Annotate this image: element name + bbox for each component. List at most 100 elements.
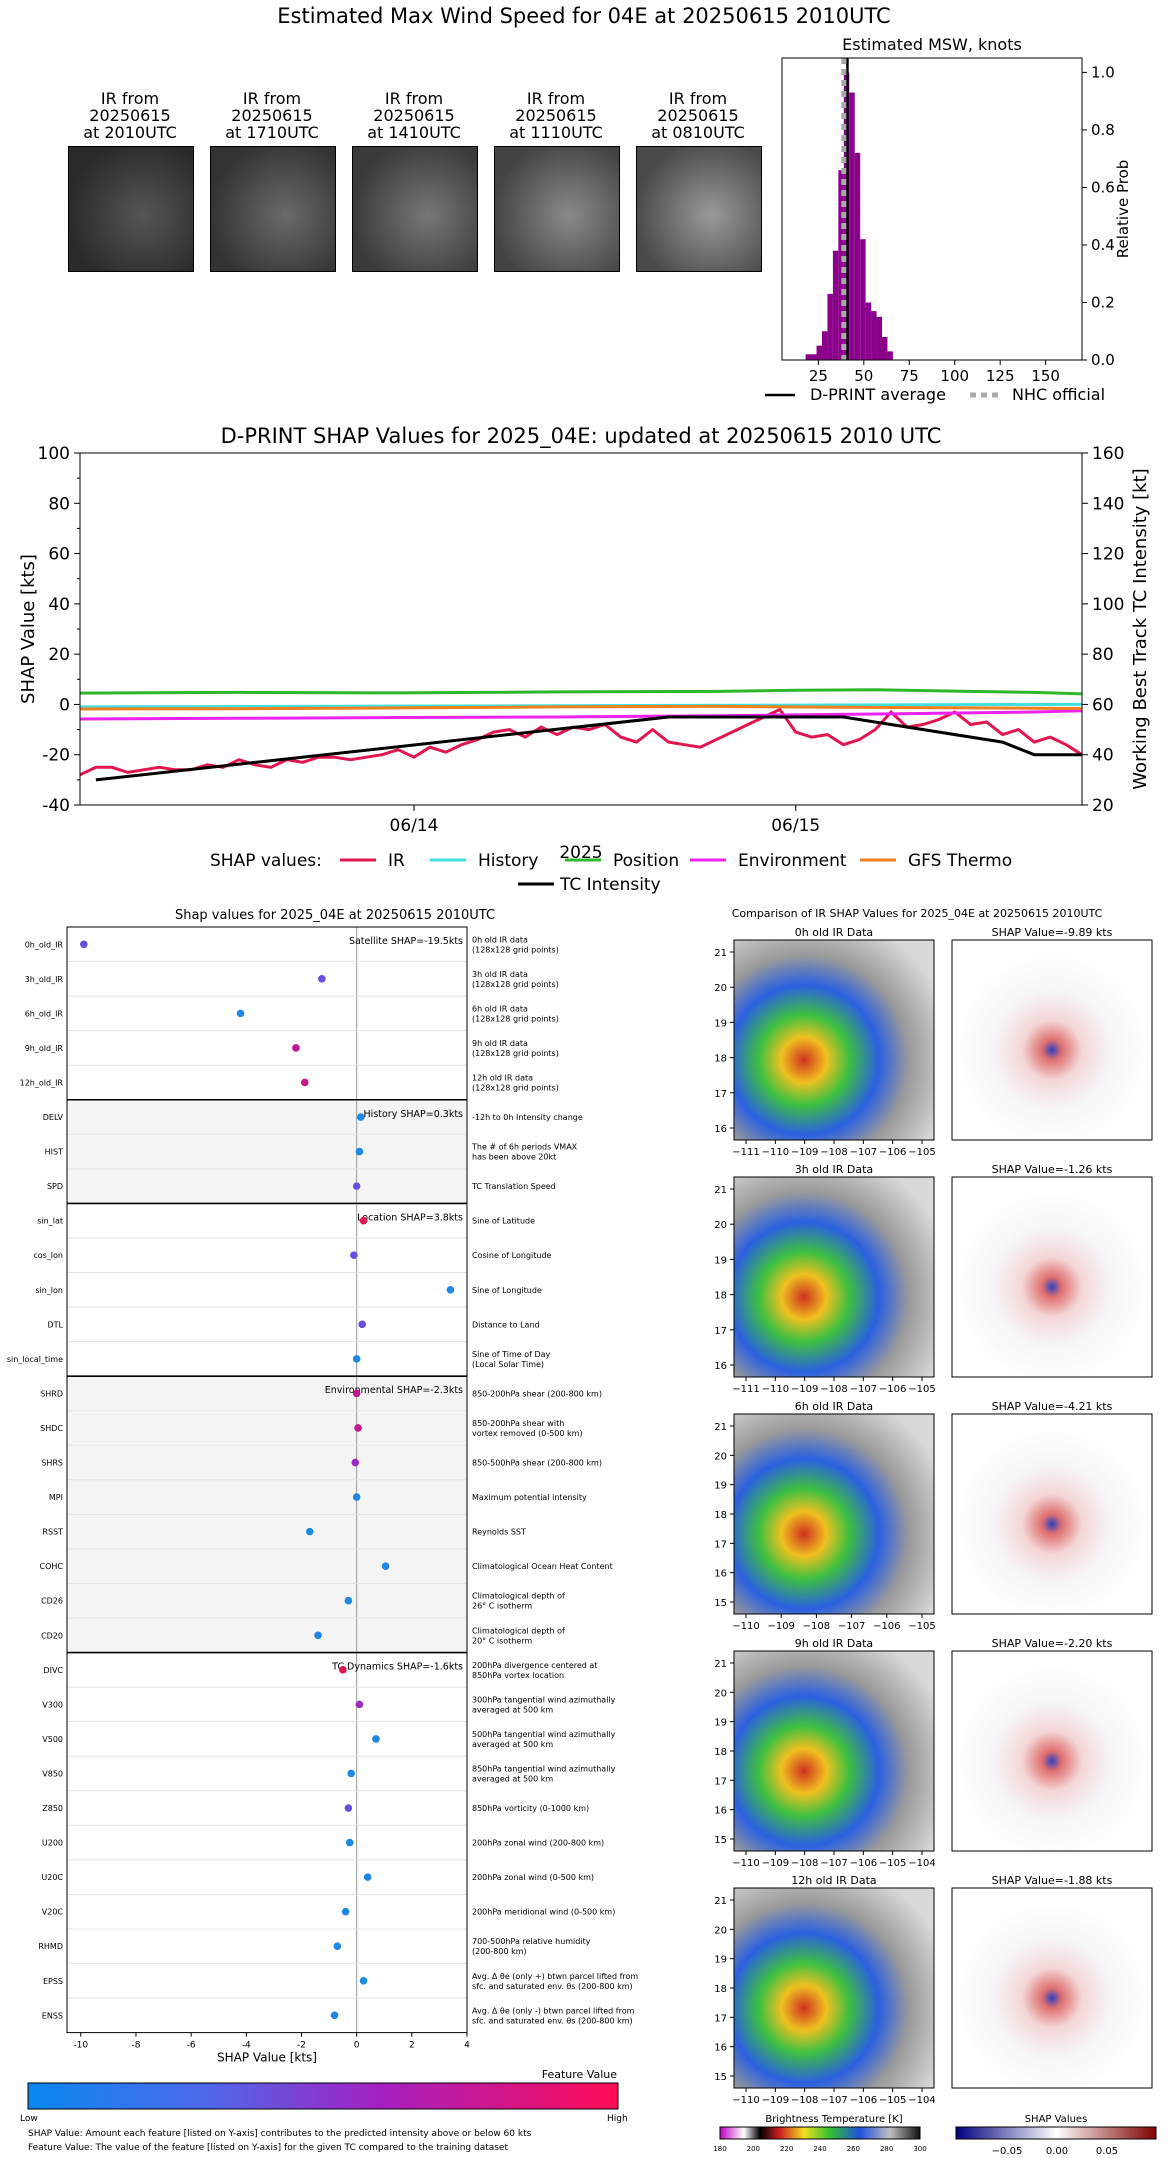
ir-xtick-label: −107 [820,1858,847,1869]
feature-description: 12h old IR data [472,1073,533,1082]
feature-name: 12h_old_IR [20,1078,64,1087]
shap-timeseries-chart: D-PRINT SHAP Values for 2025_04E: update… [18,424,1151,895]
ir-ytick-label: 18 [714,1747,727,1758]
ir-thumb-label-line: at 1710UTC [225,123,319,142]
feature-description: (128x128 grid points) [472,980,559,989]
feature-description: 500hPa tangential wind azimuthally [472,1730,616,1739]
ir-ytick-label: 20 [714,983,727,994]
feature-xtick-label: 2 [409,2041,415,2051]
ir-ytick-label: 17 [714,1776,727,1787]
ir-panel-title: 3h old IR Data [795,1163,873,1176]
feature-description: 700-500hPa relative humidity [472,1937,591,1946]
hist-bar [871,311,877,360]
feature-description: sfc. and saturated env. θs (200-800 km) [472,2016,633,2025]
feature-description: 850-200hPa shear (200-800 km) [472,1389,602,1398]
feature-description: averaged at 500 km [472,1740,553,1749]
hist-xtick-label: 25 [809,367,828,385]
ir-ytick-label: 16 [714,1124,727,1135]
feature-dot [356,1113,365,1121]
feature-dot [446,1285,455,1294]
feature-description: (128x128 grid points) [472,1049,559,1058]
feature-name: SHDC [40,1424,63,1433]
ts-y2tick-label: 80 [1092,645,1114,665]
feature-name: DTL [47,1320,63,1329]
ir-ytick-label: 20 [714,1688,727,1699]
hist-xtick-label: 75 [900,367,919,385]
ir-ytick-label: 19 [714,1718,727,1729]
ts-ytick-label: 40 [48,595,70,615]
ir-xtick-label: −107 [850,1147,877,1158]
feature-name: U20C [41,1873,63,1882]
ts-y2tick-label: 20 [1092,796,1114,816]
bt-colorbar-label: Brightness Temperature [K] [765,2114,902,2125]
ts-y2tick-label: 140 [1092,494,1124,514]
feature-dot [236,1009,245,1018]
series-line-position [79,688,1083,696]
hist-ytick-label: 0.2 [1091,293,1115,311]
ir-thumb-image [210,146,336,272]
feature-name: RSST [42,1528,63,1537]
ir-panel-image [733,1413,935,1615]
ir-thumb-label-line: at 1110UTC [509,123,603,142]
hist-ylabel: Relative Prob [1114,160,1132,259]
feature-name: HIST [45,1148,63,1157]
feature-dot [330,2011,339,2020]
ir-thumb-label: IR from 20250615 at 1710UTC [202,90,342,141]
feature-name: V500 [42,1735,63,1744]
feature-name: V20C [42,1908,64,1917]
feature-description: Climatological Ocean Heat Content [472,1562,613,1571]
feature-name: MPI [49,1493,63,1502]
ir-panel-image [733,1887,935,2089]
shap-colorbar [955,2126,1157,2140]
feature-value-colorbar [27,2082,619,2110]
feature-description: Climatological depth of [472,1626,565,1635]
shap-panel-image [951,1176,1153,1378]
hist-bar [832,250,839,360]
ir-xtick-label: −108 [791,2095,818,2106]
group-shade [67,1099,467,1204]
ir-xtick-label: −105 [879,1858,906,1869]
hist-bar [876,316,882,360]
feature-description: averaged at 500 km [472,1705,553,1714]
ir-xtick-label: −107 [850,1384,877,1395]
ir-panel-title: 9h old IR Data [795,1637,873,1650]
ir-xtick-label: −109 [791,1147,818,1158]
ir-xtick-label: −104 [908,1858,935,1869]
hist-ytick-label: 0.4 [1091,236,1115,254]
hist-bar [865,302,872,360]
ir-ytick-label: 18 [714,1291,727,1302]
feature-description: has been above 20kt [472,1153,556,1162]
feature-description: 850hPa vortex location [472,1671,564,1680]
feature-name: 9h_old_IR [25,1044,64,1053]
ir-thumb-label-line: 20250615 [515,106,597,125]
feature-description: 200hPa zonal wind (200-800 km) [472,1839,604,1848]
feature-dot [347,1769,355,1778]
ir-thumb-label: IR from 20250615 at 0810UTC [628,90,768,141]
ir-ytick-label: 17 [714,1326,727,1337]
hist-bar [822,331,828,360]
feature-dot [359,1976,368,1985]
ir-xtick-label: −109 [762,2095,789,2106]
hist-bar [849,92,855,360]
shap-colorbar-tick: 0.00 [1046,2146,1068,2157]
feature-description: 26° C isotherm [472,1602,532,1611]
feature-name: SHRS [41,1459,63,1468]
ir-thumb-label-line: 20250615 [657,106,739,125]
feature-description: 850hPa tangential wind azimuthally [472,1764,616,1773]
feature-name: SHRD [40,1389,63,1398]
ir-ytick-label: 21 [714,1422,727,1433]
ir-ytick-label: 16 [714,1569,727,1580]
feature-description: Avg. Δ θe (only +) btwn parcel lifted fr… [472,1972,638,1981]
ts-ytick-label: -20 [42,746,70,766]
ir-xtick-label: −105 [879,2095,906,2106]
ir-thumb-label: IR from 20250615 at 2010UTC [60,90,200,141]
hist-bar [882,336,888,360]
feature-name: 6h_old_IR [25,1009,64,1018]
ts-ytick-label: 100 [38,444,70,464]
feature-dot [305,1527,314,1536]
ir-thumb-image [352,146,478,272]
shap-panel-image [951,1887,1153,2089]
feature-description: Sine of Latitude [472,1217,535,1226]
ir-xtick-label: −108 [820,1147,847,1158]
shap-panel-image [951,1413,1153,1615]
